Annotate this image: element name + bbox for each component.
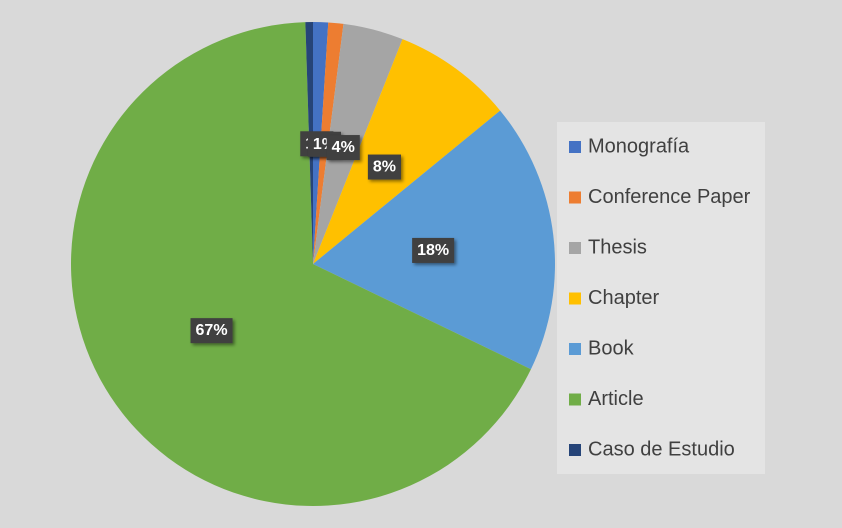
data-label-box — [367, 154, 401, 180]
legend-label: Thesis — [588, 236, 647, 258]
data-label: 18% — [412, 237, 455, 263]
data-label-text: 4% — [332, 139, 355, 156]
legend-marker — [569, 343, 581, 355]
data-label: 8% — [367, 154, 401, 180]
pie-slice — [71, 22, 531, 507]
legend-marker — [569, 191, 581, 204]
data-label-box — [412, 237, 455, 263]
legend-marker — [569, 393, 581, 406]
data-label-text: 18% — [417, 242, 449, 259]
data-label: 4% — [326, 135, 360, 161]
legend-marker — [569, 444, 581, 456]
legend-box — [557, 122, 765, 474]
legend-marker — [569, 141, 581, 153]
data-label-text: 67% — [196, 322, 228, 339]
legend-label: Conference Paper — [588, 186, 751, 208]
data-label: 67% — [190, 318, 233, 344]
legend-label: Article — [588, 388, 644, 410]
pie-slice — [313, 39, 501, 264]
legend-label: Monografía — [588, 135, 690, 157]
legend-label: Caso de Estudio — [588, 438, 735, 460]
data-label-box — [326, 135, 360, 161]
legend-marker — [569, 242, 581, 254]
data-label-text: 8% — [373, 159, 396, 176]
legend-label: Chapter — [588, 287, 659, 309]
data-label-box — [190, 318, 233, 344]
legend-label: Book — [588, 337, 635, 359]
legend-marker — [569, 292, 581, 305]
